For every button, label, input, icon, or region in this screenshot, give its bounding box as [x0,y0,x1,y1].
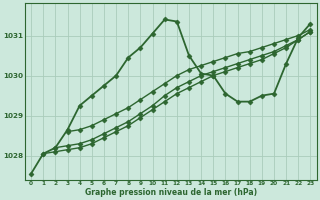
X-axis label: Graphe pression niveau de la mer (hPa): Graphe pression niveau de la mer (hPa) [85,188,257,197]
